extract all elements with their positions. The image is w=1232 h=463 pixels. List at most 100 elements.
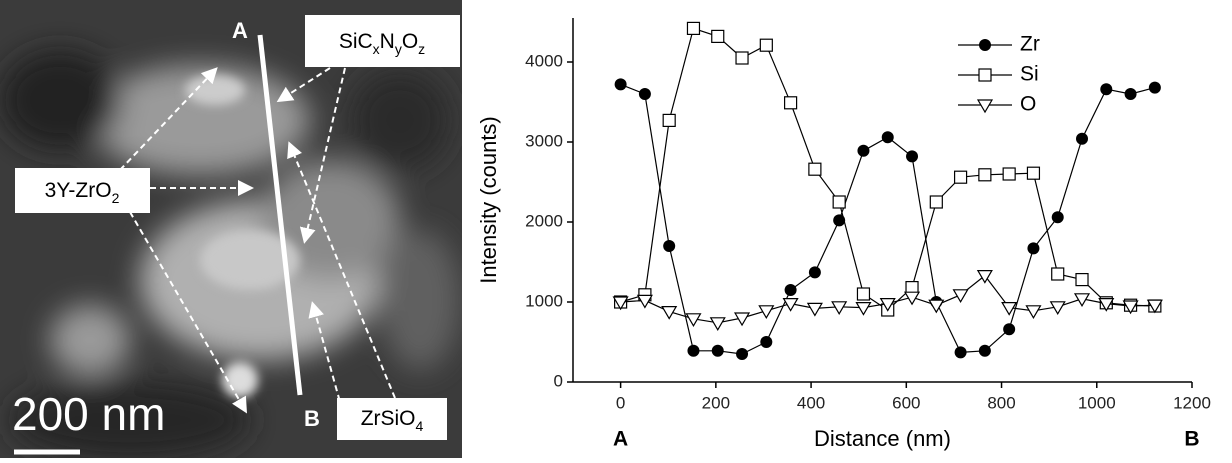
marker: [735, 51, 749, 65]
marker: [614, 78, 627, 91]
marker: [760, 336, 773, 348]
marker: [784, 284, 797, 296]
marker: [1100, 83, 1113, 96]
marker: [1148, 81, 1161, 94]
x-tick-label: 400: [797, 393, 825, 412]
marker: [808, 266, 821, 279]
series-line: [620, 27, 1155, 311]
marker: [808, 162, 822, 176]
marker: [758, 305, 775, 319]
marker: [1098, 298, 1115, 312]
marker: [1075, 273, 1089, 287]
marker: [976, 99, 994, 114]
y-tick-label: 1000: [525, 291, 563, 310]
marker: [685, 313, 702, 327]
marker: [881, 131, 894, 144]
marker: [1002, 167, 1016, 181]
marker: [879, 298, 896, 312]
annotation-part: 4: [416, 418, 424, 434]
annotation: 3Y-ZrO2: [45, 179, 120, 206]
marker: [831, 301, 848, 315]
marker: [952, 289, 969, 303]
annotation-part: y: [395, 41, 402, 57]
annotation-part: 2: [112, 190, 120, 206]
x-tick-label: 200: [702, 393, 730, 412]
x-tick-label: 600: [892, 393, 920, 412]
marker: [1122, 300, 1139, 315]
x-tick-label: 800: [987, 393, 1015, 412]
marker: [782, 298, 799, 312]
endpoint-label: B: [1184, 428, 1199, 451]
marker: [833, 214, 846, 227]
legend-label: Si: [1020, 63, 1039, 86]
annotation-part: ZrSiO: [361, 407, 416, 430]
marker: [687, 344, 700, 357]
marker: [638, 88, 651, 100]
annotation-part: x: [373, 41, 380, 57]
x-tick-label: 1000: [1078, 393, 1116, 412]
marker: [1001, 302, 1018, 316]
marker: [929, 195, 943, 209]
x-tick-label: 1200: [1173, 393, 1211, 412]
marker: [1076, 132, 1089, 145]
marker: [978, 344, 991, 357]
y-tick-label: 0: [554, 371, 563, 390]
marker: [1025, 305, 1042, 319]
marker: [1146, 299, 1163, 314]
y-tick-label: 2000: [525, 211, 563, 230]
marker: [733, 312, 751, 327]
x-axis-label: Distance (nm): [814, 426, 951, 451]
y-axis-label: Intensity (counts): [476, 116, 501, 284]
marker: [1073, 293, 1091, 307]
y-tick-label: 4000: [525, 51, 563, 70]
marker: [784, 96, 798, 110]
marker: [953, 170, 968, 184]
annotation-part: SiC: [339, 30, 373, 53]
marker: [661, 306, 678, 320]
marker: [928, 299, 945, 314]
marker: [686, 21, 701, 35]
scale-bar-label: 200 nm: [12, 388, 165, 440]
legend-label: Zr: [1020, 33, 1040, 56]
annotation-part: 3Y-ZrO: [45, 179, 112, 202]
marker: [855, 302, 872, 316]
y-tick-label: 3000: [525, 131, 563, 150]
annotation: ZrSiO4: [361, 407, 424, 434]
marker: [832, 195, 846, 209]
marker: [903, 291, 921, 306]
marker: [1003, 323, 1016, 336]
marker: [1027, 242, 1040, 255]
marker: [978, 168, 992, 182]
annotation: SiCxNyOz: [339, 30, 425, 57]
marker: [906, 150, 919, 163]
annotation-part: O: [402, 30, 418, 53]
endpoint-label: B: [304, 406, 320, 431]
marker: [1051, 211, 1064, 224]
annotation-part: z: [418, 41, 425, 57]
marker: [978, 68, 992, 82]
marker: [1026, 166, 1041, 180]
x-tick-label: 0: [616, 393, 625, 412]
annotation-part: N: [380, 30, 395, 53]
marker: [856, 287, 871, 301]
marker: [857, 144, 870, 157]
marker: [662, 113, 676, 128]
marker: [1051, 267, 1065, 281]
endpoint-label: A: [613, 428, 628, 451]
marker: [1124, 88, 1137, 100]
endpoint-label: A: [232, 18, 248, 43]
marker: [612, 296, 629, 311]
marker: [709, 317, 726, 331]
marker: [711, 344, 724, 357]
marker: [979, 39, 991, 51]
legend-label: O: [1020, 93, 1036, 116]
marker: [736, 348, 749, 360]
marker: [711, 29, 725, 43]
marker: [636, 294, 653, 309]
micrograph: [0, 0, 462, 458]
marker: [954, 346, 967, 359]
marker: [1049, 301, 1066, 315]
marker: [806, 302, 823, 317]
marker: [759, 38, 773, 52]
